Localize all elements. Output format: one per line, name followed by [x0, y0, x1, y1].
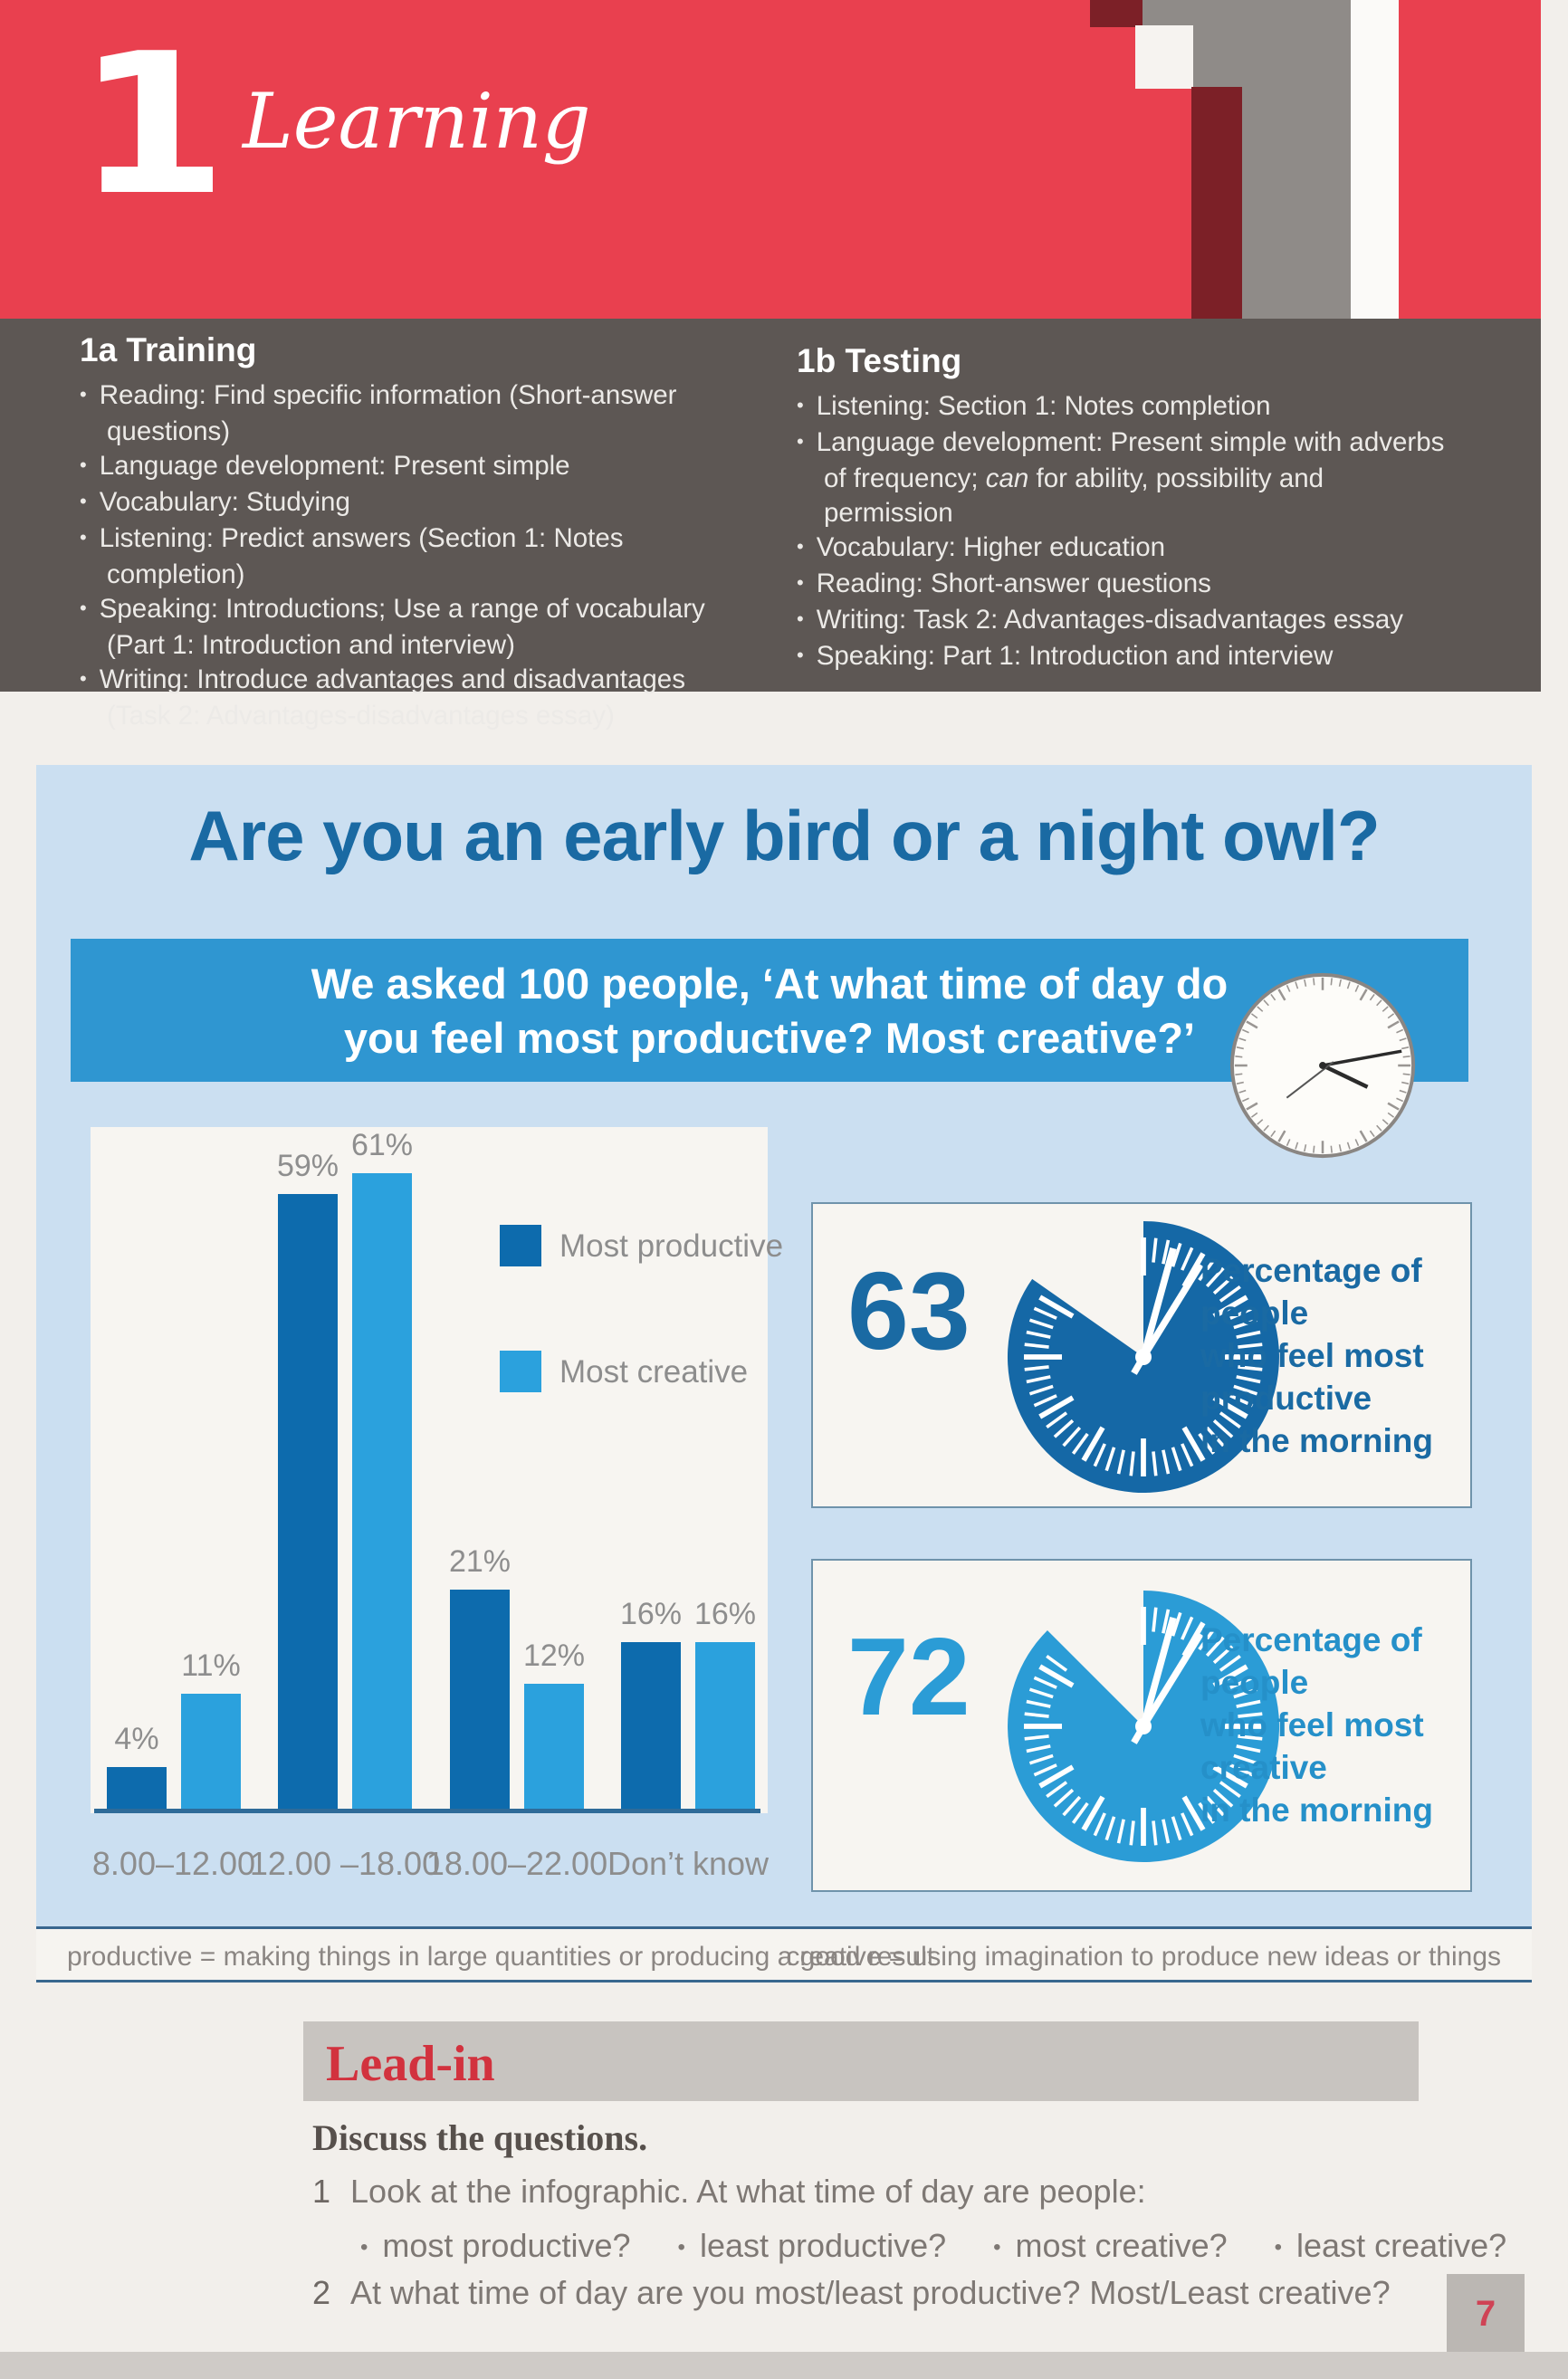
question-text: Look at the infographic. At what time of… — [350, 2173, 1146, 2210]
training-column: 1a Training • Reading: Find specific info… — [80, 331, 713, 733]
unit-number: 1 — [76, 11, 228, 238]
bar-most-creative — [524, 1684, 584, 1809]
x-axis-label: Don’t know — [607, 1845, 770, 1882]
question-number: 2 — [312, 2274, 331, 2311]
infographic-title: Are you an early bird or a night owl? — [188, 796, 1380, 875]
bar-chart: Most productive Most creative 4% 11% 59% 61… — [91, 1127, 783, 1813]
option-item: • least creative? — [1274, 2227, 1507, 2264]
stat-card-creative: 72 Percentage of people who feel most cr… — [811, 1559, 1472, 1892]
list-item: • Vocabulary: Studying — [80, 487, 350, 517]
x-axis-label: 18.00–22.00 — [425, 1845, 608, 1882]
question-text: At what time of day are you most/least p… — [350, 2274, 1391, 2311]
stat-value: 72 — [847, 1615, 970, 1738]
list-item: • Listening: Section 1: Notes completion — [797, 391, 1271, 421]
banner-line-1: We asked 100 people, ‘At what time of da… — [311, 960, 1229, 1008]
bar-value-label: 12% — [522, 1639, 586, 1673]
list-item: • Vocabulary: Higher education — [797, 532, 1166, 562]
legend-swatch-creative — [500, 1351, 541, 1392]
list-item: • Reading: Find specific information (Sho… — [80, 380, 677, 446]
decor-gray-band — [1242, 0, 1351, 319]
list-item: • Language development: Present simple — [80, 451, 570, 481]
bar-value-label: 11% — [181, 1648, 241, 1683]
list-item: • Speaking: Introductions; Use a range of… — [80, 594, 705, 660]
question-1-options: • most productive? • least productive? • most… — [360, 2227, 1554, 2265]
leadin-heading: Lead-in — [326, 2036, 495, 2092]
training-heading: 1a Training — [80, 331, 257, 368]
list-item: • Reading: Short-answer questions — [797, 568, 1211, 598]
stat-caption: Percentage of people who feel most creat… — [1200, 1621, 1433, 1829]
list-item: • Listening: Predict answers (Section 1: … — [80, 523, 624, 589]
banner-line-2: you feel most productive? Most creative?… — [343, 1014, 1196, 1062]
stat-caption: Percentage of people who feel most produ… — [1200, 1252, 1433, 1459]
page-number-tab: 7 — [1447, 2274, 1525, 2354]
x-axis — [94, 1809, 760, 1813]
legend-label-productive: Most productive — [559, 1228, 784, 1264]
stat-card-productive: 63 Percentage of people who feel most pr… — [811, 1202, 1472, 1508]
option-item: • most creative? — [993, 2227, 1228, 2264]
stat-value: 63 — [847, 1249, 970, 1372]
list-item: • Writing: Task 2: Advantages-disadvantag… — [797, 605, 1403, 635]
bar-most-creative — [352, 1173, 412, 1809]
list-item: • Language development: Present simple wi… — [797, 427, 1445, 528]
definition-creative: creative = using imagination to produce … — [786, 1942, 1501, 1972]
page-edge-shadow — [0, 2352, 1568, 2379]
option-item: • most productive? — [360, 2227, 631, 2264]
definition-productive: productive = making things in large quan… — [67, 1942, 935, 1972]
testing-column: 1b Testing • Listening: Section 1: Notes … — [797, 342, 1448, 675]
question-1: 1 Look at the infographic. At what time o… — [312, 2173, 1146, 2211]
bar-value-label: 4% — [114, 1722, 159, 1756]
bar-value-label: 59% — [276, 1149, 339, 1183]
clock-pie-icon — [1008, 1591, 1280, 1862]
list-item: • Writing: Introduce advantages and disad… — [80, 664, 685, 731]
x-axis-label: 12.00 –18.00 — [249, 1845, 441, 1882]
legend-swatch-productive — [500, 1225, 541, 1266]
decor-white-notch — [1135, 25, 1193, 89]
training-list: • Reading: Find specific information (Sho… — [80, 378, 713, 733]
bar-value-label: 16% — [693, 1597, 757, 1631]
definitions-strip: productive = making things in large quan… — [36, 1926, 1532, 1982]
bar-most-creative — [181, 1694, 241, 1809]
option-item: • least productive? — [677, 2227, 947, 2264]
bar-most-creative — [695, 1642, 755, 1809]
bar-value-label: 16% — [619, 1597, 683, 1631]
list-item: • Speaking: Part 1: Introduction and inte… — [797, 641, 1334, 671]
question-2: 2 At what time of day are you most/least … — [312, 2274, 1391, 2312]
x-axis-label: 8.00–12.00 — [91, 1845, 256, 1882]
bar-most-productive — [278, 1194, 338, 1809]
unit-contents-band — [0, 319, 1541, 692]
clock-icon — [1229, 972, 1416, 1159]
testing-heading: 1b Testing — [797, 342, 962, 379]
leadin-strip — [303, 2021, 1419, 2101]
testing-list: • Listening: Section 1: Notes completion •… — [797, 389, 1448, 675]
leadin-instruction: Discuss the questions. — [312, 2117, 648, 2158]
legend-label-creative: Most creative — [559, 1354, 749, 1390]
unit-title: Learning — [243, 77, 591, 166]
bar-most-productive — [107, 1767, 167, 1809]
bar-value-label: 21% — [448, 1544, 512, 1579]
bar-most-productive — [621, 1642, 681, 1809]
question-number: 1 — [312, 2173, 331, 2210]
infographic-banner: We asked 100 people, ‘At what time of da… — [71, 939, 1468, 1082]
bar-value-label: 61% — [350, 1128, 414, 1162]
clock-pie-icon — [1007, 1221, 1279, 1493]
bar-most-productive — [450, 1590, 510, 1809]
decor-maroon-one-flag — [1090, 0, 1143, 27]
